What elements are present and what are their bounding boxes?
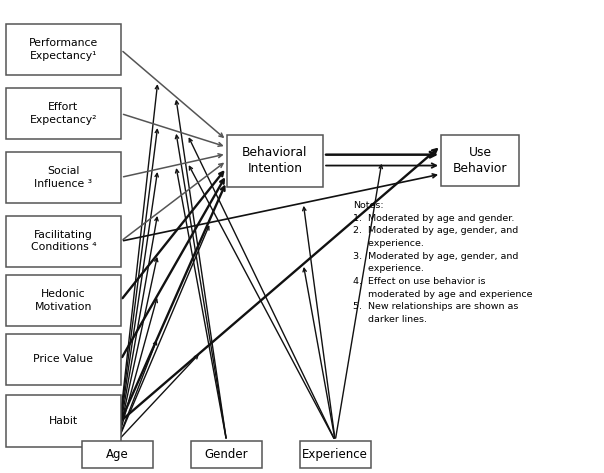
Text: Use
Behavior: Use Behavior [453,146,507,175]
Text: Price Value: Price Value [33,354,94,365]
Text: Performance
Expectancy¹: Performance Expectancy¹ [29,38,98,61]
Bar [6,275,121,326]
Text: Social
Influence ³: Social Influence ³ [34,166,92,189]
Text: Habit: Habit [49,416,78,426]
Bar [191,441,262,468]
Text: Notes:
1.  Moderated by age and gender.
2.  Moderated by age, gender, and
     e: Notes: 1. Moderated by age and gender. 2… [353,201,533,324]
Bar [6,152,121,203]
Bar [6,24,121,75]
Bar [300,441,371,468]
Text: Experience: Experience [302,448,368,461]
Bar [441,135,519,186]
Bar [82,441,153,468]
Bar [6,395,121,447]
Text: Gender: Gender [205,448,248,461]
Text: Behavioral
Intention: Behavioral Intention [242,146,307,175]
Text: Effort
Expectancy²: Effort Expectancy² [30,102,97,125]
Bar [226,135,323,187]
Text: Hedonic
Motivation: Hedonic Motivation [35,289,92,312]
Bar [6,334,121,385]
Text: Facilitating
Conditions ⁴: Facilitating Conditions ⁴ [31,230,96,253]
Bar [6,88,121,139]
Text: Age: Age [106,448,129,461]
Bar [6,216,121,267]
